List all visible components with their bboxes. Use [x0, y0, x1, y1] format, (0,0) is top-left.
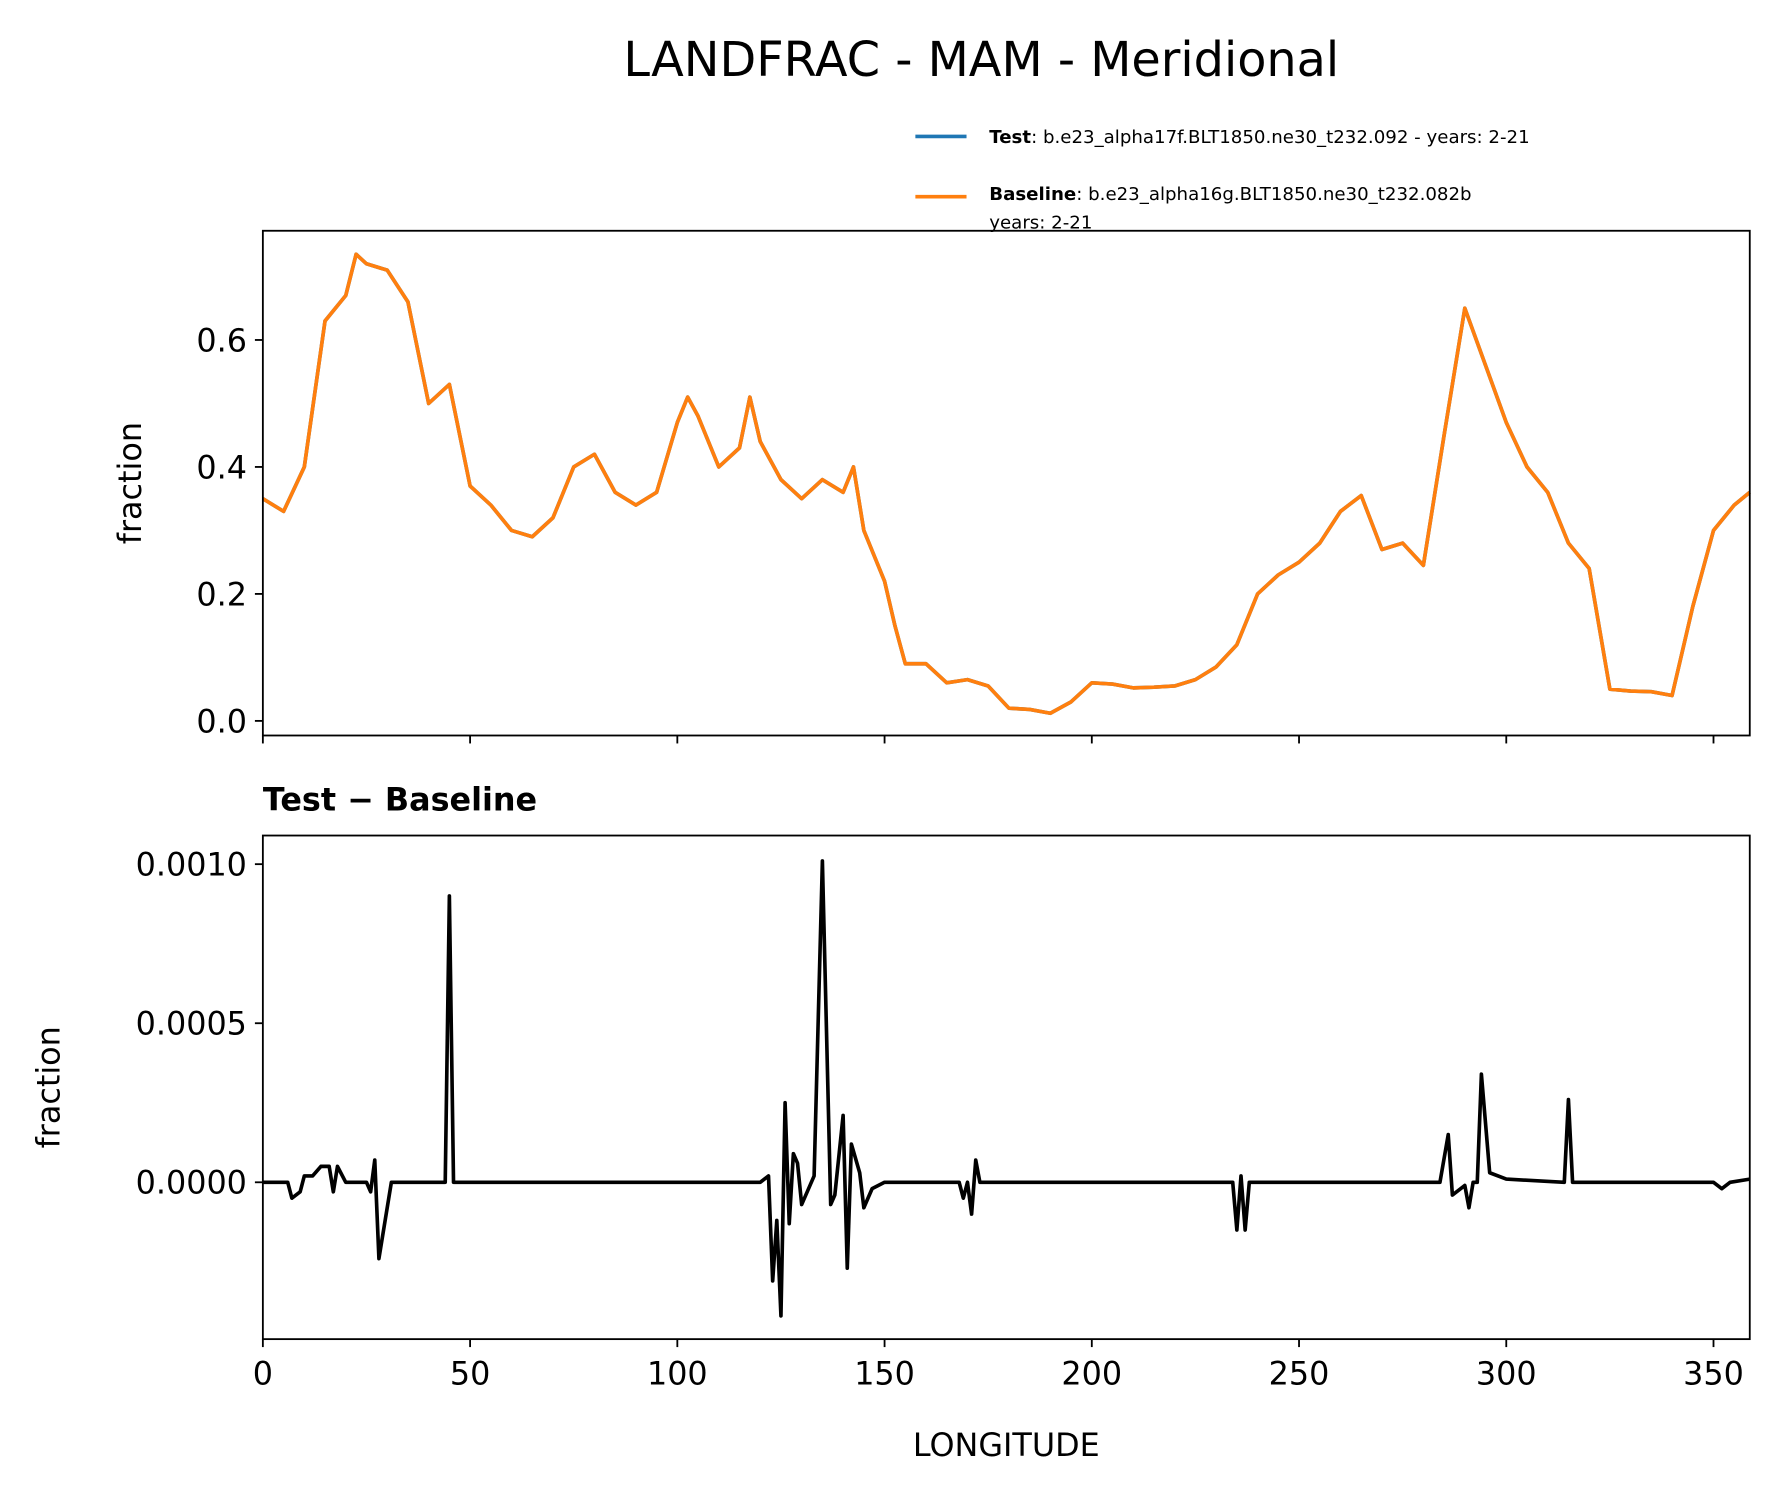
subplot-title: Test − Baseline: [263, 781, 537, 819]
x-axis-label: LONGITUDE: [913, 1426, 1100, 1464]
legend-entry: years: 2-21: [989, 212, 1092, 233]
x-tick-label: 150: [854, 1355, 915, 1393]
x-tick-label: 0: [253, 1355, 273, 1393]
data-line: [262, 859, 1751, 1318]
legend-entry: Baseline: b.e23_alpha16g.BLT1850.ne30_t2…: [989, 184, 1471, 205]
y-tick-label: 0.0000: [136, 1164, 247, 1202]
x-tick-label: 200: [1061, 1355, 1122, 1393]
x-tick-label: 50: [450, 1355, 490, 1393]
legend-detail: years: 2-21: [989, 212, 1092, 233]
y-axis-label: fraction: [111, 422, 149, 544]
y-tick-label: 0.0010: [136, 846, 247, 884]
legend-entry: Test: b.e23_alpha17f.BLT1850.ne30_t232.0…: [989, 127, 1529, 148]
legend-name: Test: [989, 127, 1031, 148]
legend-name: Baseline: [989, 184, 1076, 205]
data-line: [261, 252, 1751, 716]
x-tick-label: 350: [1683, 1355, 1744, 1393]
y-tick-label: 0.0: [196, 702, 247, 740]
data-line: [261, 252, 1751, 716]
x-tick-label: 300: [1476, 1355, 1537, 1393]
axes-frame: [261, 834, 1751, 1341]
y-tick-label: 0.6: [196, 321, 247, 359]
y-axis-label: fraction: [29, 1026, 67, 1148]
chart-title: LANDFRAC - MAM - Meridional: [623, 33, 1339, 88]
legend-detail: : b.e23_alpha17f.BLT1850.ne30_t232.092 -…: [1031, 127, 1530, 148]
y-tick-label: 0.2: [196, 575, 247, 613]
x-tick-label: 250: [1269, 1355, 1330, 1393]
legend-detail: : b.e23_alpha16g.BLT1850.ne30_t232.082b: [1076, 184, 1471, 205]
y-tick-label: 0.4: [196, 448, 247, 486]
x-tick-label: 100: [647, 1355, 708, 1393]
axes-frame: [261, 229, 1751, 737]
y-tick-label: 0.0005: [136, 1005, 247, 1043]
